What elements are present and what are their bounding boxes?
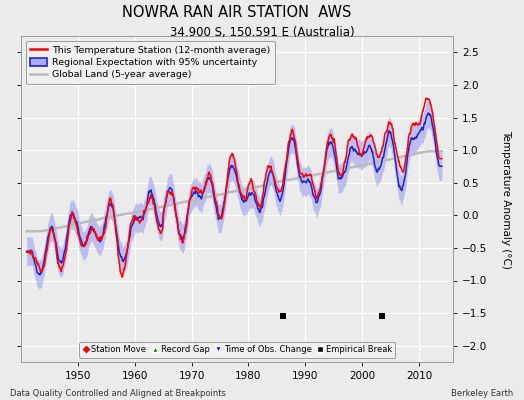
Legend: Station Move, Record Gap, Time of Obs. Change, Empirical Break: Station Move, Record Gap, Time of Obs. C…	[79, 342, 395, 358]
Title: NOWRA RAN AIR STATION  AWS: NOWRA RAN AIR STATION AWS	[123, 4, 352, 20]
Text: 34.900 S, 150.591 E (Australia): 34.900 S, 150.591 E (Australia)	[170, 26, 354, 39]
Text: Berkeley Earth: Berkeley Earth	[451, 389, 514, 398]
Y-axis label: Temperature Anomaly (°C): Temperature Anomaly (°C)	[501, 130, 511, 268]
Text: Data Quality Controlled and Aligned at Breakpoints: Data Quality Controlled and Aligned at B…	[10, 389, 226, 398]
